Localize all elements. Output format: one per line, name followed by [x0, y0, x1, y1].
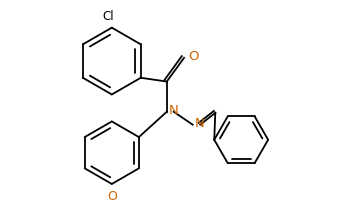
Text: O: O: [188, 50, 198, 63]
Text: N: N: [195, 117, 205, 130]
Text: O: O: [107, 190, 117, 203]
Text: Cl: Cl: [103, 10, 114, 23]
Text: N: N: [168, 104, 178, 117]
